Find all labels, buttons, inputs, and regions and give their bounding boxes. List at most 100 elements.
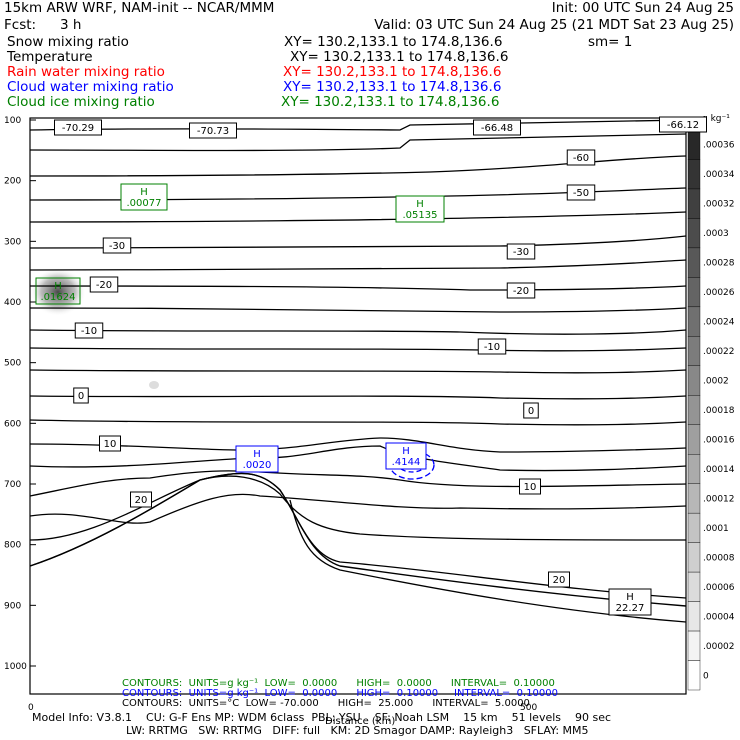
colorbar-tick-label: .00028 xyxy=(703,259,735,269)
contour-info-cloud-water: CONTOURS: UNITS=g kg⁻¹ LOW= 0.0000 HIGH=… xyxy=(122,688,559,699)
isotherm-line xyxy=(30,133,686,152)
svg-text:-50: -50 xyxy=(573,188,589,199)
terrain-outline xyxy=(29,472,687,607)
colorbar-tick-label: .00006 xyxy=(703,583,735,593)
colorbar-swatch xyxy=(687,306,701,337)
maximum-marker: H22.27 xyxy=(608,588,652,616)
isotherm-lines xyxy=(30,119,686,623)
colorbar-tick-label: .00016 xyxy=(703,435,735,445)
colorbar-tick-label: .00034 xyxy=(703,170,735,180)
isotherm-line xyxy=(30,493,686,524)
svg-text:-20: -20 xyxy=(513,286,529,297)
svg-text:.00077: .00077 xyxy=(127,198,162,209)
isotherm-line xyxy=(30,347,686,352)
field-extra-snow: sm= 1 xyxy=(588,34,633,50)
field-xy-cloud-ice: XY= 130.2,133.1 to 174.8,136.6 xyxy=(281,94,500,110)
colorbar-tick-label: .0002 xyxy=(703,377,729,387)
field-xy-snow: XY= 130.2,133.1 to 174.8,136.6 xyxy=(284,34,503,50)
snow-mixing-shade-small xyxy=(149,381,159,389)
isotherm-line xyxy=(30,395,686,400)
isotherm-label: -50 xyxy=(566,184,596,201)
svg-text:10: 10 xyxy=(104,439,117,450)
colorbar-swatch xyxy=(687,188,701,219)
colorbar-tick-label: .00008 xyxy=(703,553,735,563)
svg-text:-10: -10 xyxy=(81,326,97,337)
contour-info-temperature: CONTOURS: UNITS=°C LOW= -70.000 HIGH= 25… xyxy=(122,698,530,709)
isotherm-label: 0 xyxy=(523,402,539,419)
colorbar-tick-label: 0 xyxy=(703,671,709,681)
maximum-marker: H.00077 xyxy=(120,183,168,211)
isotherm-label: -60 xyxy=(566,149,596,166)
isotherm-line xyxy=(30,307,686,313)
isotherm-line xyxy=(30,437,686,453)
y-tick-label: 100 xyxy=(4,116,21,126)
colorbar-swatch xyxy=(687,159,701,190)
field-xy-temperature: XY= 130.2,133.1 to 174.8,136.6 xyxy=(290,49,509,65)
field-name-cloud-water: Cloud water mixing ratio xyxy=(7,79,174,95)
field-xy-rain: XY= 130.2,133.1 to 174.8,136.6 xyxy=(283,64,502,80)
maximum-marker: H.4144 xyxy=(385,442,427,470)
fcst-value: 3 h xyxy=(60,17,82,33)
colorbar-swatch xyxy=(687,336,701,366)
svg-text:20: 20 xyxy=(553,575,566,586)
svg-text:H: H xyxy=(416,199,424,210)
colorbar-tick-label: .00036 xyxy=(703,141,735,151)
field-name-cloud-ice: Cloud ice mixing ratio xyxy=(7,94,155,110)
colorbar-tick-label: .00004 xyxy=(703,612,735,622)
x-tick-500: 500 xyxy=(520,703,537,713)
y-tick-label: 300 xyxy=(4,237,21,247)
valid-time: Valid: 03 UTC Sun 24 Aug 25 (21 MDT Sat … xyxy=(374,17,734,33)
init-time: Init: 00 UTC Sun 24 Aug 25 xyxy=(551,0,734,16)
colorbar-tick-label: .00018 xyxy=(703,406,735,416)
colorbar-tick-label: .00024 xyxy=(703,318,735,328)
isotherm-label: -20 xyxy=(506,282,536,299)
plot-frame xyxy=(29,117,687,695)
isotherm-label: -10 xyxy=(74,322,104,339)
svg-text:-30: -30 xyxy=(513,247,529,258)
colorbar-tick-label: .00002 xyxy=(703,642,735,652)
isotherm-label: -30 xyxy=(506,243,536,260)
svg-text:H: H xyxy=(54,281,62,292)
svg-text:.0020: .0020 xyxy=(243,460,272,471)
isotherm-line xyxy=(30,329,686,335)
svg-text:22.27: 22.27 xyxy=(616,603,645,614)
isotherm-label: -70.73 xyxy=(189,122,237,139)
maximum-marker: H.0020 xyxy=(235,445,279,473)
svg-text:H: H xyxy=(253,449,261,460)
isotherm-label: -66.48 xyxy=(473,119,521,136)
colorbar-swatch xyxy=(687,395,701,425)
colorbar-swatch xyxy=(687,277,701,308)
y-tick-label: 200 xyxy=(4,177,21,187)
svg-text:H: H xyxy=(402,446,410,457)
y-tick-label: 800 xyxy=(4,541,21,551)
contour-info-cloud-ice: CONTOURS: UNITS=g kg⁻¹ LOW= 0.0000 HIGH=… xyxy=(122,678,555,689)
svg-text:-70.29: -70.29 xyxy=(62,123,94,134)
isotherm-line xyxy=(30,472,686,599)
colorbar: .00036 .00034 .00032 .0003 .00028 .00026 .0002… xyxy=(687,129,735,691)
isotherm-line xyxy=(30,369,686,374)
svg-text:H: H xyxy=(626,592,634,603)
svg-text:0: 0 xyxy=(78,391,84,402)
isotherm-line xyxy=(30,419,686,426)
colorbar-tick-label: .00026 xyxy=(703,288,735,298)
y-tick-label: 400 xyxy=(4,298,21,308)
x-tick-0: 0 xyxy=(28,703,34,713)
colorbar-swatch xyxy=(687,660,701,691)
isotherm-label: 0 xyxy=(73,387,89,404)
colorbar-swatch xyxy=(687,424,701,455)
isotherm-line xyxy=(30,119,686,131)
field-name-rain: Rain water mixing ratio xyxy=(7,64,165,80)
isotherm-labels: -70.29 -70.73 -66.48 -66.12 -60 -50 -30 -30 -20 -… xyxy=(54,116,707,588)
colorbar-swatch xyxy=(687,601,701,632)
isotherm-line xyxy=(30,470,686,497)
svg-text:.01624: .01624 xyxy=(41,292,76,303)
svg-text:-20: -20 xyxy=(96,280,112,291)
isotherm-line xyxy=(289,499,686,623)
svg-text:-60: -60 xyxy=(573,153,589,164)
y-tick-label: 500 xyxy=(4,359,21,369)
svg-text:0: 0 xyxy=(528,406,534,417)
x-axis-label: Distance (km) xyxy=(325,716,395,727)
colorbar-tick-label: .00022 xyxy=(703,347,735,357)
footer-physics-info: LW: RRTMG SW: RRTMG DIFF: full KM: 2D Sm… xyxy=(126,724,589,737)
